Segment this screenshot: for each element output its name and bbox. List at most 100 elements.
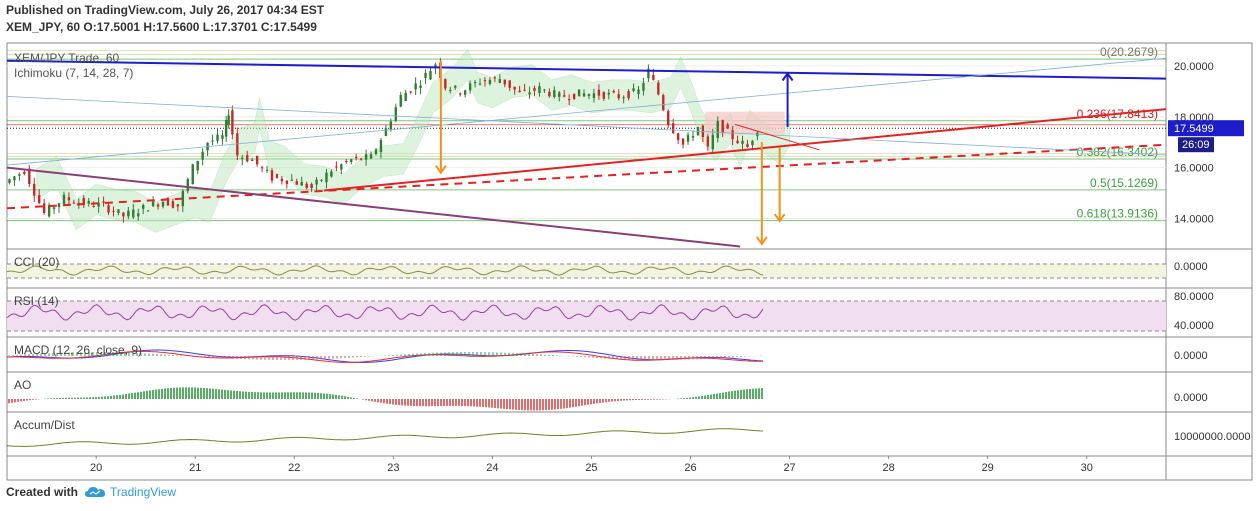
projection-arrowhead [781,71,794,82]
current-price-tag [1168,120,1244,137]
candle-body [72,202,76,204]
candle-body [330,171,333,177]
candle-body [726,124,729,129]
candle-body [305,183,308,189]
candle-body [379,140,383,153]
candle-body [142,205,145,209]
candle-body [62,194,66,205]
candle-body [637,89,640,94]
candle-body [538,86,541,93]
candle-body [632,88,635,91]
trendline-channel-thin-1 [6,57,1167,166]
candle-body [315,179,318,185]
candle-body [270,170,274,181]
price-axis-tick: 20.0000 [1174,61,1214,73]
ichimoku-future-cloud [705,111,785,135]
candle-body [216,134,219,141]
countdown-value: 26:09 [1182,139,1210,151]
candle-body [429,70,432,80]
candle-body [394,107,398,121]
candle-body [33,183,36,196]
candle-body [473,82,477,84]
candle-body [196,160,199,171]
candle-body [176,204,180,207]
current-price-value: 17.5499 [1174,123,1214,135]
candle-body [404,92,407,101]
time-axis-tick: 28 [883,462,895,474]
candle-body [13,176,16,181]
candle-body [241,157,244,159]
candle-body [543,89,546,91]
candle-body [275,174,279,178]
candle-body [28,168,31,185]
candle-body [458,93,462,95]
candle-body [340,164,343,170]
trendline-falling [6,166,741,248]
candle-body [246,155,249,162]
candle-body [662,95,665,111]
time-axis-tick: 25 [585,462,597,474]
candle-body [221,135,224,139]
candle-body [414,83,417,90]
candle-body [201,151,204,160]
trendline-channel-thin-2 [6,96,1167,156]
accum-dist-line [6,428,764,447]
candle-body [359,158,363,160]
candle-body [384,128,388,136]
candle-body [483,80,487,82]
candle-body [478,83,482,85]
pane-label: MACD (12, 26, close, 9) [14,343,142,357]
candle-body [731,130,734,140]
candle-body [369,154,373,159]
candle-body [424,72,427,79]
symbol-label: XEM/JPY Trade, 60 [14,51,119,65]
tradingview-logo[interactable]: TradingView [84,485,176,499]
candle-body [132,209,135,218]
candle-body [42,203,46,213]
candle-body [454,85,457,88]
candle-body [667,110,670,125]
candle-body [151,201,155,207]
candle-body [127,210,130,217]
candle-body [657,82,660,95]
candle-body [8,179,11,183]
candle-body [47,205,51,217]
candle-body [146,210,150,212]
ichimoku-label: Ichimoku (7, 14, 28, 7) [14,66,133,80]
candle-body [602,92,606,99]
time-axis-border [6,455,1253,481]
candle-body [746,144,749,147]
footer: Created with TradingView [6,485,176,499]
candle-body [112,210,115,212]
candle-body [102,201,105,203]
time-axis-tick: 24 [486,462,498,474]
candle-body [181,190,185,207]
candle-body [493,77,497,79]
candle-body [52,207,56,210]
candle-body [191,164,194,185]
candle-body [310,183,313,189]
candle-body [563,95,566,97]
candle-body [335,166,338,168]
candle-body [224,120,228,137]
candle-body [97,202,100,207]
pane-axis-tick: 40.0000 [1174,320,1214,332]
candle-body [107,205,110,213]
candle-body [399,94,402,107]
candle-body [354,157,358,159]
candle-body [577,89,581,97]
candle-body [721,120,724,134]
pane-label: RSI (14) [14,294,59,308]
time-axis-tick: 21 [189,462,201,474]
candle-body [161,201,165,207]
candle-body [617,94,620,99]
published-info: Published on TradingView.com, July 26, 2… [6,3,325,17]
candle-body [523,89,526,91]
projection-arrowhead [756,236,768,246]
candle-body [592,93,596,99]
indicator-line [6,304,764,321]
pane-axis-tick: 80.0000 [1174,291,1214,303]
candle-body [528,92,531,95]
candle-body [572,93,576,99]
